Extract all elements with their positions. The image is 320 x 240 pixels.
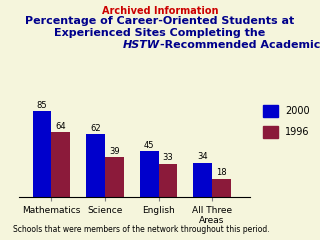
Text: Experienced Sites Completing the: Experienced Sites Completing the — [54, 28, 266, 38]
Bar — [105, 157, 124, 197]
Bar — [33, 111, 51, 197]
Text: Schools that were members of the network throughout this period.: Schools that were members of the network… — [13, 225, 269, 234]
Bar — [193, 162, 212, 197]
Text: 64: 64 — [55, 122, 66, 131]
Text: Percentage of Career-Oriented Students at: Percentage of Career-Oriented Students a… — [25, 16, 295, 26]
Text: 34: 34 — [197, 152, 208, 161]
Text: -Recommended Academic Curriculum: -Recommended Academic Curriculum — [160, 40, 320, 50]
Bar — [86, 134, 105, 197]
Text: 33: 33 — [163, 153, 173, 162]
Bar — [51, 132, 70, 197]
Bar — [212, 179, 231, 197]
Text: HSTW: HSTW — [123, 40, 160, 50]
Text: Archived Information: Archived Information — [102, 6, 218, 16]
Text: 85: 85 — [37, 101, 47, 110]
Text: 39: 39 — [109, 147, 120, 156]
Text: 62: 62 — [90, 124, 101, 133]
Bar — [158, 163, 177, 197]
Bar — [140, 151, 158, 197]
Text: 45: 45 — [144, 141, 154, 150]
Legend: 2000, 1996: 2000, 1996 — [259, 101, 314, 142]
Text: 18: 18 — [216, 168, 227, 177]
